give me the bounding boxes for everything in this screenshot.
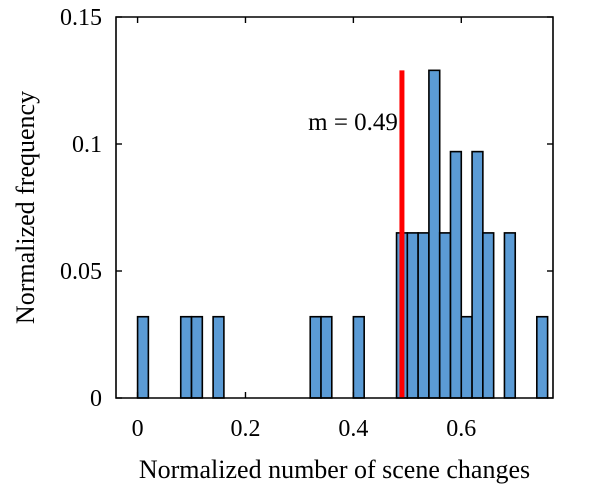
histogram-bar (309, 315, 322, 399)
y-tick-label: 0 (90, 386, 102, 412)
histogram-bar (320, 315, 333, 399)
histogram-bar (179, 315, 193, 399)
y-tick-label: 0.1 (72, 132, 102, 158)
ticks-group: 0 0.2 0.4 0.6 0 0.05 0.1 0.15 (60, 5, 554, 442)
histogram-bar (449, 150, 463, 399)
x-axis-label: Normalized number of scene changes (139, 455, 530, 484)
x-tick-label: 0.2 (230, 416, 260, 442)
histogram-bar (536, 315, 549, 399)
histogram-bar (136, 315, 150, 399)
y-tick-label: 0.05 (60, 259, 102, 285)
mean-annotation: m = 0.49 (308, 109, 398, 136)
x-tick-label: 0.4 (338, 416, 368, 442)
histogram-bar (460, 315, 473, 399)
histogram-bar (190, 315, 204, 399)
histogram-bar (428, 69, 441, 399)
histogram-bar (471, 150, 484, 399)
histogram-bar (482, 232, 495, 399)
histogram-bar (503, 232, 517, 399)
histogram-bar (212, 315, 225, 399)
x-tick-label: 0.6 (446, 416, 476, 442)
bars-group (136, 69, 549, 399)
x-tick-label: 0 (132, 416, 144, 442)
histogram-bar (406, 232, 419, 399)
histogram-bar (438, 232, 452, 399)
histogram-bar (417, 232, 430, 399)
y-tick-label: 0.15 (60, 5, 102, 31)
histogram-bar (352, 315, 365, 399)
y-axis-label: Normalized frequency (11, 91, 40, 324)
